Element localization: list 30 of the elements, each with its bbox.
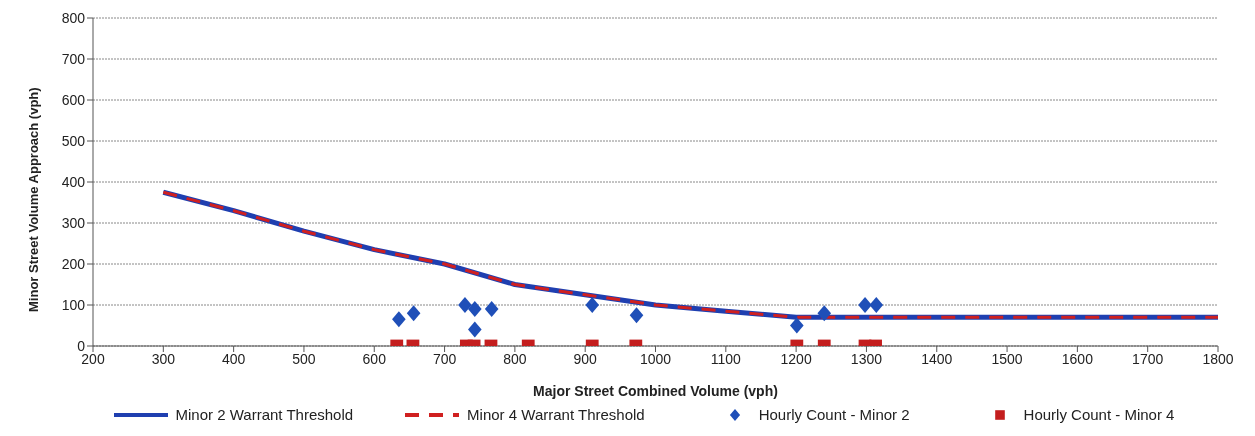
legend-label: Minor 2 Warrant Threshold: [174, 406, 354, 423]
y-tick-label: 700: [61, 50, 86, 67]
x-tick-label: 600: [362, 350, 387, 367]
y-axis-title: Minor Street Volume Approach (vph): [25, 87, 41, 312]
y-tick-label: 100: [61, 296, 86, 313]
y-tick-label: 400: [61, 173, 86, 190]
x-tick-label: 1300: [850, 350, 883, 367]
x-axis-title: Major Street Combined Volume (vph): [533, 383, 778, 399]
x-tick-label: 1700: [1132, 350, 1164, 367]
x-tick-label: 1400: [921, 350, 953, 367]
y-tick-label: 600: [61, 91, 86, 108]
x-tick-label: 1000: [639, 350, 672, 367]
y-tick-label: 200: [61, 255, 86, 272]
x-tick-label: 300: [151, 350, 176, 367]
y-tick-label: 800: [61, 9, 86, 26]
legend-label: Hourly Count - Minor 4: [1022, 406, 1175, 423]
legend-label: Minor 4 Warrant Threshold: [466, 406, 645, 423]
x-tick-label: 1500: [991, 350, 1023, 367]
x-tick-label: 800: [503, 350, 527, 367]
y-tick-label: 500: [61, 132, 86, 149]
x-tick-label: 900: [573, 350, 598, 367]
x-tick-label: 1800: [1202, 350, 1234, 367]
x-tick-label: 700: [432, 350, 457, 367]
x-tick-label: 1200: [780, 350, 812, 367]
x-tick-label: 500: [292, 350, 316, 367]
x-tick-label: 1600: [1061, 350, 1094, 367]
x-tick-label: 1100: [710, 350, 742, 367]
legend-label: Hourly Count - Minor 2: [757, 406, 910, 423]
y-tick-label: 300: [61, 214, 86, 231]
x-tick-label: 400: [221, 350, 246, 367]
